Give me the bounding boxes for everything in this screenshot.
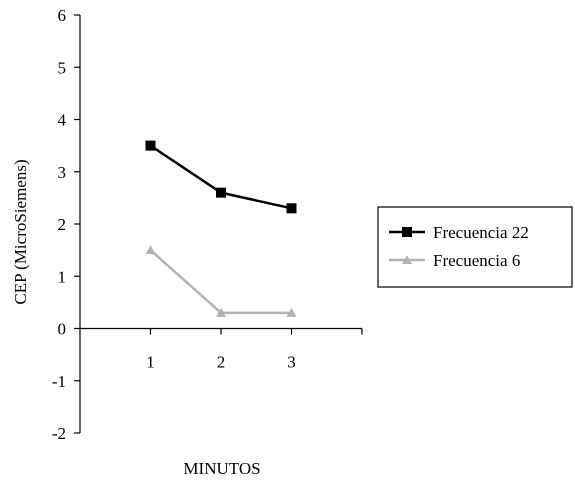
- x-tick-label: 3: [287, 353, 296, 372]
- legend-label: Frecuencia 22: [433, 223, 529, 242]
- series-2: [145, 245, 297, 317]
- series-line: [149, 249, 292, 315]
- y-tick-label: 5: [58, 58, 67, 77]
- y-tick-label: -2: [52, 424, 66, 443]
- y-tick-label: 0: [58, 320, 67, 339]
- data-point-square: [216, 187, 226, 198]
- y-tick-label: 3: [58, 163, 67, 182]
- y-tick-label: 4: [58, 111, 67, 130]
- legend-item: Frecuencia 22: [389, 223, 529, 242]
- data-point-triangle: [216, 307, 226, 317]
- x-tick-label: 1: [146, 353, 155, 372]
- data-point-square: [145, 140, 156, 151]
- y-axis-title: CEP (MicroSiemens): [11, 159, 30, 304]
- y-tick-label: 1: [58, 267, 67, 286]
- y-tick-label: 6: [58, 6, 67, 25]
- series-1: [145, 140, 297, 214]
- data-point-triangle: [145, 245, 156, 255]
- legend: Frecuencia 22 Frecuencia 6: [377, 206, 573, 288]
- x-tick-label: 2: [217, 353, 226, 372]
- data-point-square: [286, 203, 297, 214]
- axis-ticks: -2 -1 0 1 2 3 4 5 6 1 2 3: [52, 6, 363, 443]
- data-point-square: [402, 227, 412, 237]
- data-point-triangle: [286, 307, 297, 317]
- x-axis-title: MINUTOS: [183, 459, 260, 478]
- legend-label: Frecuencia 6: [433, 251, 520, 270]
- y-tick-label: -1: [52, 372, 66, 391]
- data-point-triangle: [402, 255, 412, 264]
- legend-item: Frecuencia 6: [389, 251, 520, 270]
- legend-box: [377, 206, 573, 288]
- series-line: [149, 144, 292, 210]
- series-layer: [145, 140, 297, 317]
- y-tick-label: 2: [58, 215, 67, 234]
